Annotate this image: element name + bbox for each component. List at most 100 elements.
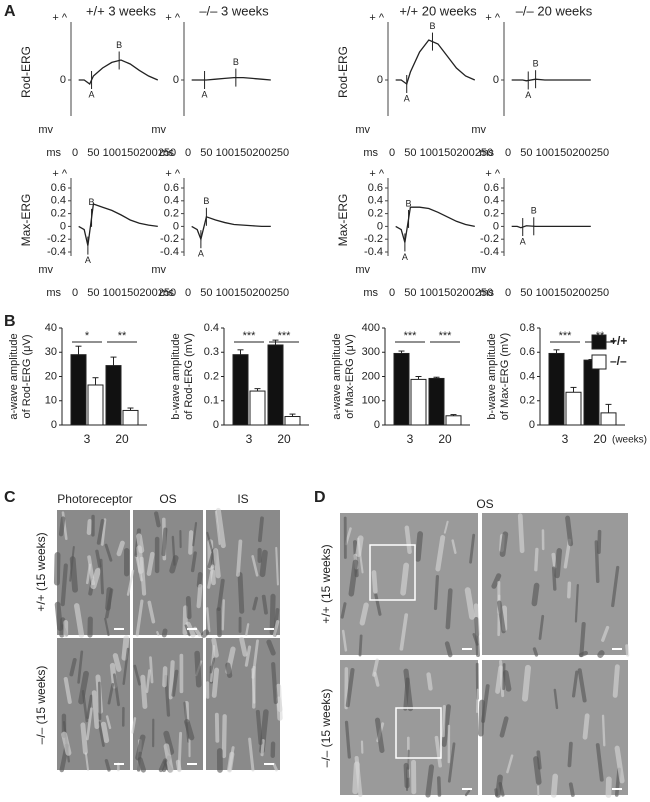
- y-tick-label: 0.3: [204, 346, 219, 358]
- texture: [260, 739, 265, 757]
- bar: [122, 409, 139, 426]
- y-tick-label: -0.2: [480, 233, 499, 245]
- texture: [358, 634, 363, 657]
- texture: [451, 539, 457, 554]
- y-tick-label: -0.4: [160, 246, 179, 258]
- texture: [91, 690, 100, 730]
- texture: [84, 752, 90, 772]
- y-unit: mv: [38, 264, 53, 276]
- x-tick-label: 200: [572, 287, 590, 299]
- texture: [403, 762, 410, 789]
- x-tick-label: 3: [246, 432, 253, 446]
- x-tick-label: 0: [389, 147, 395, 159]
- texture: [217, 578, 225, 611]
- x-tick-label: 200: [572, 147, 590, 159]
- texture: [209, 657, 216, 674]
- texture: [221, 599, 225, 631]
- texture: [69, 556, 78, 593]
- texture: [252, 596, 259, 611]
- texture: [140, 674, 148, 709]
- texture: [87, 555, 95, 586]
- marker-label: A: [89, 89, 95, 99]
- texture: [551, 552, 557, 569]
- texture: [497, 600, 506, 634]
- y-tick-label: -0.4: [480, 246, 499, 258]
- marker-label: A: [525, 90, 531, 100]
- x-tick-label: 0: [185, 287, 191, 299]
- texture: [553, 688, 559, 710]
- row-label: +/+ (15 weeks): [34, 532, 48, 611]
- trace: [78, 59, 159, 85]
- y-tick-label: 0: [493, 220, 499, 232]
- x-tick-label: 150: [234, 147, 252, 159]
- y-tick-label: 0.2: [204, 370, 219, 382]
- x-tick-label: 0: [72, 147, 78, 159]
- texture: [237, 572, 245, 614]
- trace: [78, 203, 158, 246]
- panel-label: C: [4, 489, 16, 506]
- x-tick-label: 100: [216, 287, 234, 299]
- y-unit: mv: [355, 124, 370, 136]
- texture: [404, 525, 412, 555]
- x-tick-label: 50: [404, 147, 416, 159]
- x-tick-label: 20: [438, 432, 452, 446]
- marker-label: B: [406, 198, 412, 208]
- x-tick-label: 50: [520, 147, 532, 159]
- bar: [393, 352, 410, 426]
- significance: *: [85, 330, 90, 342]
- bar: [87, 384, 104, 426]
- bar: [583, 359, 600, 426]
- texture: [221, 714, 227, 759]
- y-tick-label: 100: [362, 395, 380, 407]
- texture: [554, 548, 563, 579]
- texture: [112, 653, 122, 672]
- marker-label: B: [533, 59, 539, 69]
- trace: [191, 215, 271, 242]
- texture: [399, 613, 409, 651]
- x-tick-label: 150: [121, 287, 139, 299]
- y-axis-label: of Max-ERG (mV): [499, 333, 511, 420]
- texture: [101, 518, 107, 546]
- significance: ***: [278, 330, 292, 342]
- y-tick-label: 0.6: [484, 182, 499, 194]
- texture: [579, 622, 586, 658]
- texture: [63, 676, 72, 704]
- y-tick-label: 0.2: [484, 208, 499, 220]
- texture: [341, 629, 348, 652]
- texture: [112, 673, 120, 707]
- y-axis-label: of Rod-ERG (μV): [21, 335, 33, 419]
- y-tick-label: 0: [529, 419, 535, 431]
- texture: [137, 757, 146, 773]
- texture: [340, 602, 347, 619]
- texture: [577, 668, 587, 703]
- x-tick-label: 250: [475, 147, 493, 159]
- texture: [521, 664, 531, 702]
- y-top-label: + ^: [165, 168, 180, 180]
- texture: [271, 661, 278, 705]
- texture: [77, 650, 84, 684]
- texture: [625, 644, 630, 657]
- texture: [433, 574, 440, 611]
- texture: [98, 681, 102, 721]
- significance: ***: [243, 330, 257, 342]
- texture: [345, 668, 355, 708]
- marker-label: B: [233, 57, 239, 67]
- texture: [597, 529, 602, 555]
- row-label: Max-ERG: [336, 194, 350, 247]
- texture: [154, 511, 161, 528]
- texture: [211, 667, 220, 698]
- y-tick-label: 400: [362, 322, 380, 334]
- texture: [531, 582, 540, 607]
- texture: [348, 559, 359, 597]
- texture: [214, 510, 221, 546]
- texture: [161, 628, 168, 638]
- y-tick-label: 0.2: [368, 208, 383, 220]
- texture: [158, 758, 168, 773]
- bar: [548, 352, 565, 426]
- texture: [104, 543, 113, 562]
- y-tick-label: 0: [374, 419, 380, 431]
- texture: [425, 764, 435, 798]
- x-unit: ms: [363, 287, 378, 299]
- y-tick-label: -0.2: [160, 233, 179, 245]
- texture: [104, 617, 110, 637]
